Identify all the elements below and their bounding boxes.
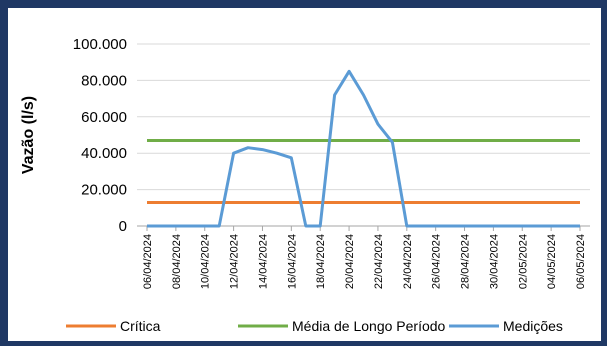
legend: Crítica Média de Longo Período Medições: [66, 318, 563, 334]
line-chart: 0 20.000 40.000 60.000 80.000 100.000 06/04/2…: [20, 36, 590, 334]
x-tick-label: 28/04/2024: [460, 234, 472, 289]
y-tick-label: 0: [119, 218, 127, 235]
y-tick-label: 80.000: [81, 72, 127, 89]
chart-frame: 0 20.000 40.000 60.000 80.000 100.000 06/04/2…: [8, 8, 601, 341]
x-tick-label: 24/04/2024: [402, 234, 414, 289]
y-tick-label: 100.000: [73, 36, 127, 53]
x-tick-label: 12/04/2024: [229, 234, 241, 289]
x-tick-label: 14/04/2024: [257, 234, 269, 289]
x-tick-label: 06/04/2024: [142, 234, 154, 289]
legend-label: Média de Longo Período: [292, 318, 446, 334]
x-tick-labels: 06/04/2024 08/04/2024 10/04/2024 12/04/2024…: [142, 234, 587, 289]
x-tick-label: 22/04/2024: [373, 234, 385, 289]
x-tick-label: 16/04/2024: [286, 234, 298, 289]
x-tick-label: 02/05/2024: [517, 234, 529, 289]
x-tick-label: 30/04/2024: [488, 234, 500, 289]
x-tick-label: 04/05/2024: [546, 234, 558, 289]
grid-lines: [137, 43, 590, 227]
x-tick-label: 06/05/2024: [575, 234, 587, 289]
y-axis-label: Vazão (l/s): [20, 96, 37, 174]
legend-label: Crítica: [120, 318, 161, 334]
x-tick-label: 18/04/2024: [315, 234, 327, 289]
series-line: [147, 69, 580, 228]
x-tick-label: 10/04/2024: [200, 234, 212, 289]
series-lines: [147, 69, 580, 228]
x-tick-label: 08/04/2024: [171, 234, 183, 289]
x-tick-label: 26/04/2024: [431, 234, 443, 289]
y-tick-labels: 0 20.000 40.000 60.000 80.000 100.000: [73, 36, 127, 235]
y-tick-label: 40.000: [81, 145, 127, 162]
x-tick-label: 20/04/2024: [344, 234, 356, 289]
legend-label: Medições: [503, 318, 563, 334]
y-tick-label: 60.000: [81, 109, 127, 126]
y-tick-label: 20.000: [81, 182, 127, 199]
